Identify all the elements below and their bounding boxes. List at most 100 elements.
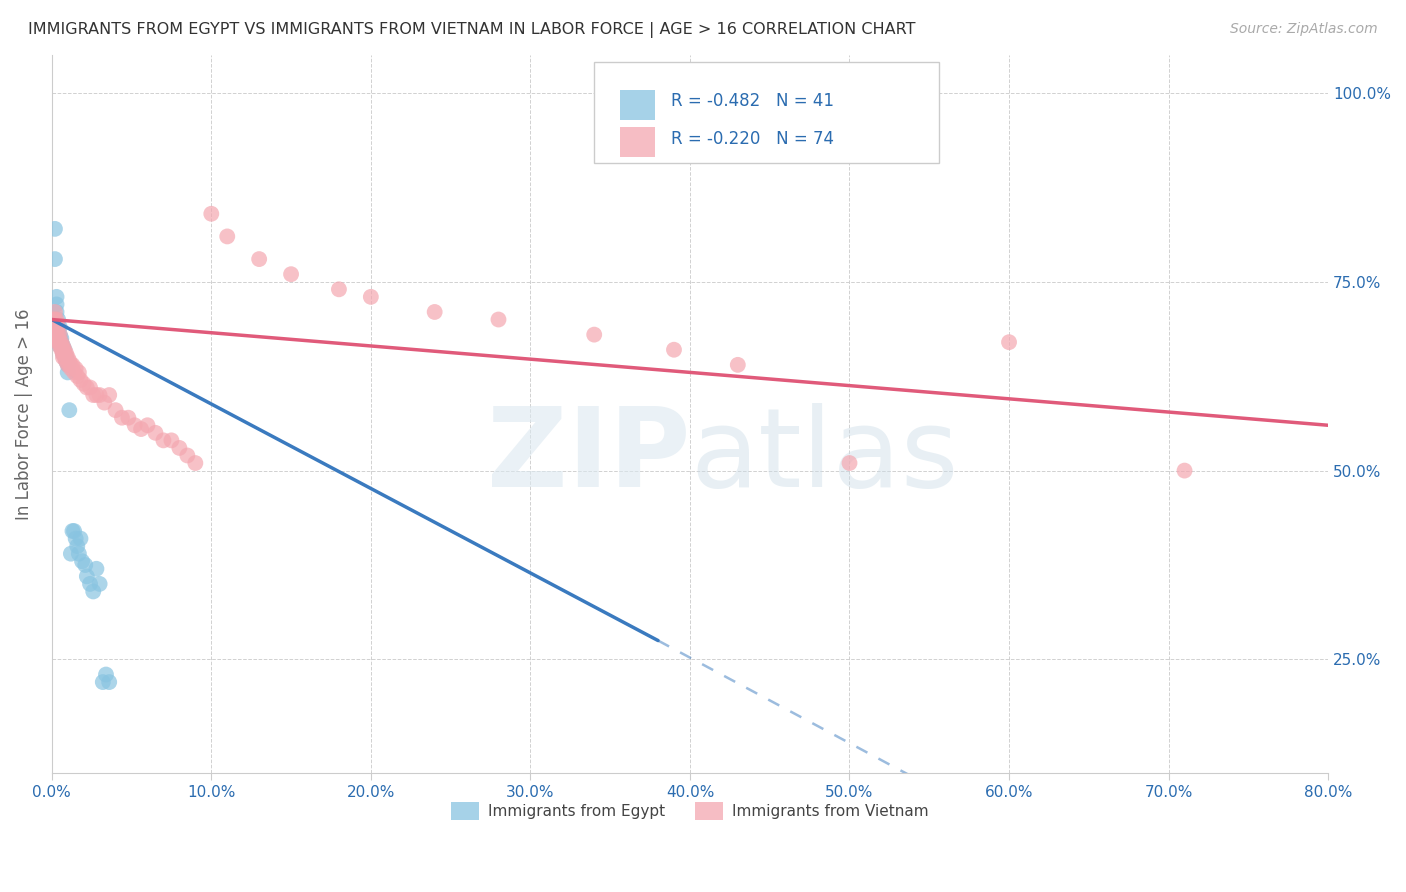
Point — [46, 320, 69, 334]
Point — [45, 305, 67, 319]
Point — [52, 343, 75, 357]
Point — [1173, 464, 1195, 478]
Point — [45, 331, 67, 345]
Point — [66, 369, 89, 384]
Point — [200, 207, 222, 221]
Point — [58, 354, 80, 368]
Point — [117, 410, 139, 425]
Point — [136, 418, 159, 433]
Point — [65, 361, 87, 376]
Point — [89, 388, 111, 402]
Point — [998, 335, 1021, 350]
Point — [76, 380, 98, 394]
Point — [48, 327, 70, 342]
Point — [280, 267, 302, 281]
Point — [52, 339, 75, 353]
Point — [55, 354, 77, 368]
Point — [45, 290, 67, 304]
Point — [111, 410, 134, 425]
Point — [70, 554, 93, 568]
Point — [53, 343, 76, 357]
Point — [86, 388, 108, 402]
Point — [42, 312, 65, 326]
Point — [73, 376, 96, 391]
Point — [55, 346, 77, 360]
Point — [46, 320, 69, 334]
Point — [52, 346, 75, 360]
Point — [51, 331, 73, 345]
Point — [52, 351, 75, 365]
Point — [160, 434, 183, 448]
Point — [45, 320, 67, 334]
Point — [75, 558, 97, 572]
Point — [86, 562, 108, 576]
Point — [184, 456, 207, 470]
Point — [82, 388, 104, 402]
FancyBboxPatch shape — [595, 62, 939, 162]
Point — [59, 358, 82, 372]
Point — [46, 335, 69, 350]
Point — [66, 539, 89, 553]
Point — [45, 297, 67, 311]
Point — [94, 667, 117, 681]
Point — [52, 343, 75, 357]
Point — [51, 335, 73, 350]
Text: Source: ZipAtlas.com: Source: ZipAtlas.com — [1230, 22, 1378, 37]
Point — [129, 422, 152, 436]
FancyBboxPatch shape — [620, 128, 655, 158]
Point — [42, 320, 65, 334]
Point — [56, 351, 79, 365]
Point — [52, 339, 75, 353]
Point — [583, 327, 606, 342]
Point — [93, 395, 115, 409]
Point — [46, 327, 69, 342]
Point — [104, 403, 127, 417]
Point — [45, 327, 67, 342]
Text: R = -0.220   N = 74: R = -0.220 N = 74 — [671, 129, 834, 148]
Point — [56, 358, 79, 372]
Point — [51, 335, 73, 350]
Point — [42, 312, 65, 326]
Point — [48, 331, 70, 345]
Point — [56, 358, 79, 372]
Point — [62, 358, 84, 372]
Y-axis label: In Labor Force | Age > 16: In Labor Force | Age > 16 — [15, 309, 32, 520]
Point — [79, 577, 101, 591]
Point — [53, 346, 76, 360]
Point — [328, 282, 350, 296]
Point — [44, 305, 66, 319]
Point — [58, 358, 80, 372]
Point — [176, 449, 198, 463]
Point — [45, 312, 67, 326]
Point — [727, 358, 749, 372]
Point — [55, 351, 77, 365]
Point — [44, 320, 66, 334]
Point — [91, 675, 114, 690]
Point — [152, 434, 174, 448]
Point — [63, 365, 86, 379]
Point — [53, 343, 76, 357]
Point — [98, 675, 121, 690]
Point — [79, 380, 101, 394]
Point — [53, 351, 76, 365]
Point — [67, 547, 90, 561]
Point — [55, 354, 77, 368]
Point — [69, 373, 91, 387]
Point — [51, 343, 73, 357]
Point — [169, 441, 191, 455]
Point — [44, 252, 66, 266]
Point — [217, 229, 239, 244]
Point — [48, 327, 70, 342]
Point — [59, 361, 82, 376]
Point — [46, 312, 69, 326]
Point — [44, 222, 66, 236]
Point — [145, 425, 167, 440]
Point — [48, 335, 70, 350]
Point — [46, 331, 69, 345]
Point — [124, 418, 146, 433]
Point — [65, 532, 87, 546]
Point — [69, 532, 91, 546]
Point — [662, 343, 685, 357]
Point — [360, 290, 382, 304]
Point — [89, 577, 111, 591]
